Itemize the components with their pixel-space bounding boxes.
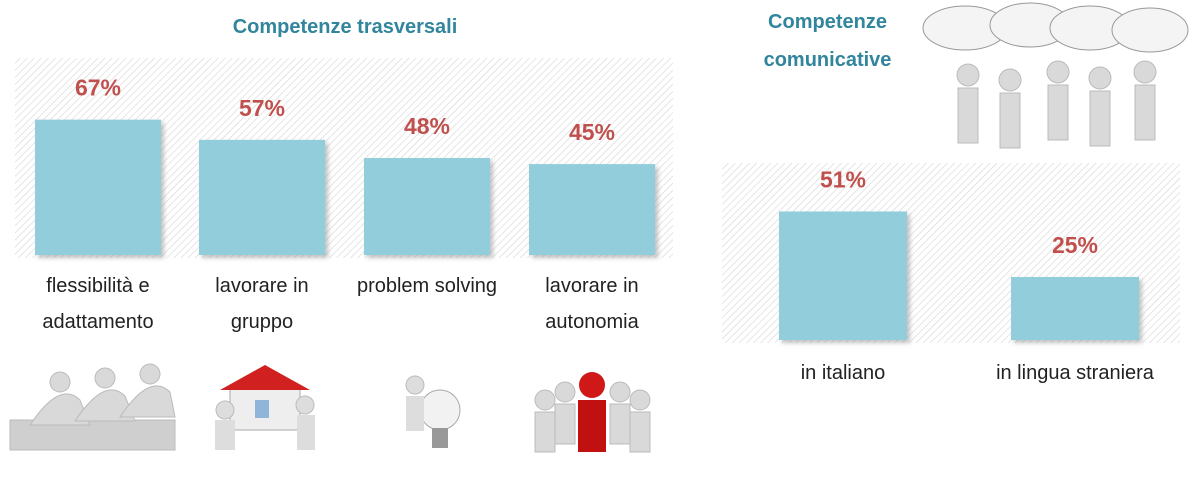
value-label: 57%	[239, 95, 285, 121]
chart-title: Competenze comunicative	[740, 3, 915, 79]
icon-house	[215, 365, 315, 450]
bar	[35, 120, 161, 255]
icon-stretching	[10, 364, 175, 450]
chart: 67% 57% 48% 45% 51% 25%	[0, 0, 1195, 477]
icon-bulb	[406, 376, 460, 448]
x-tick-label: flessibilità e adattamento	[18, 268, 178, 340]
value-label: 48%	[404, 113, 450, 139]
x-tick-label: lavorare in autonomia	[512, 268, 672, 340]
value-label: 25%	[1052, 232, 1098, 258]
x-tick-label: in italiano	[728, 355, 958, 391]
x-tick-label: problem solving	[347, 268, 507, 304]
chart-title: Competenze trasversali	[145, 8, 545, 46]
value-label: 67%	[75, 75, 121, 101]
x-tick-label: in lingua straniera	[960, 355, 1190, 391]
value-label: 51%	[820, 166, 866, 192]
infographic: 67% 57% 48% 45% 51% 25% Competenze trasversal…	[0, 0, 1195, 477]
bar	[1011, 277, 1139, 340]
icon-speech	[923, 3, 1188, 148]
value-label: 45%	[569, 119, 615, 145]
bar	[529, 164, 655, 255]
bar	[779, 211, 907, 340]
bar	[199, 140, 325, 255]
x-tick-label: lavorare in gruppo	[182, 268, 342, 340]
icon-leader	[535, 372, 650, 452]
bar	[364, 158, 490, 255]
